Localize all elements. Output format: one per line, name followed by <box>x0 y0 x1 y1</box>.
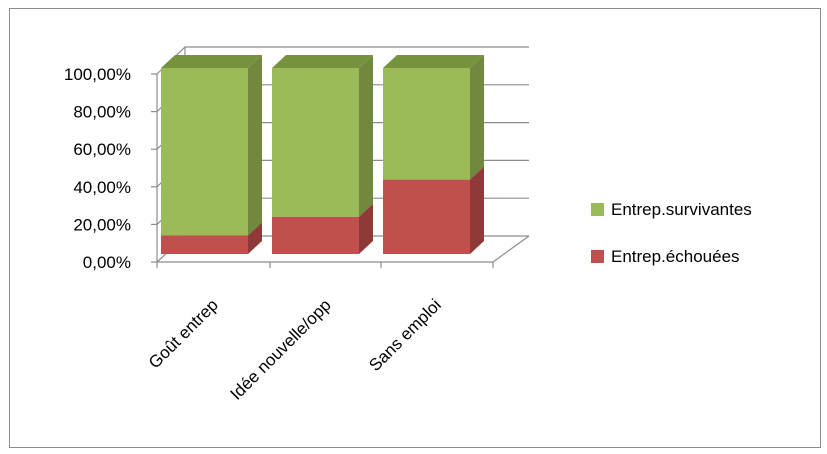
bar-side <box>248 222 262 254</box>
bar-segment <box>272 55 373 217</box>
x-tick-label: Sans emploi <box>365 295 445 375</box>
bar-side <box>470 166 484 254</box>
bar-side <box>470 55 484 180</box>
bar-front <box>161 235 248 254</box>
x-tick-label: Goût entrep <box>145 295 222 372</box>
legend-swatch <box>591 250 604 263</box>
y-tick-label: 60,00% <box>73 140 131 159</box>
x-tick-label: Idée nouvelle/opp <box>226 295 334 403</box>
bar-side <box>248 55 262 236</box>
legend: Entrep.survivantes Entrep.échouées <box>591 200 752 266</box>
bars <box>161 55 484 254</box>
bar-front <box>272 68 359 217</box>
y-tick-label: 0,00% <box>83 253 131 272</box>
y-axis: 0,00% 20,00% 40,00% 60,00% 80,00% 100,00% <box>64 47 530 272</box>
bar-segment <box>383 55 484 180</box>
x-axis-labels: Goût entrep Idée nouvelle/opp Sans emploi <box>145 295 445 403</box>
bar-side <box>359 203 373 254</box>
legend-label: Entrep.échouées <box>611 247 740 266</box>
bar-front <box>383 179 470 254</box>
bar-segment <box>161 55 262 236</box>
bar-side <box>359 55 373 217</box>
y-tick-label: 80,00% <box>73 103 131 122</box>
y-tick-label: 40,00% <box>73 178 131 197</box>
bar-front <box>272 216 359 254</box>
bar-top <box>161 55 262 68</box>
y-tick-label: 20,00% <box>73 215 131 234</box>
bar-top <box>272 55 373 68</box>
bar-segment <box>383 166 484 254</box>
bar-top <box>383 55 484 68</box>
legend-label: Entrep.survivantes <box>611 200 752 219</box>
legend-swatch <box>591 203 604 216</box>
y-tick-label: 100,00% <box>64 65 131 84</box>
bar-front <box>161 68 248 236</box>
bar-front <box>383 68 470 180</box>
